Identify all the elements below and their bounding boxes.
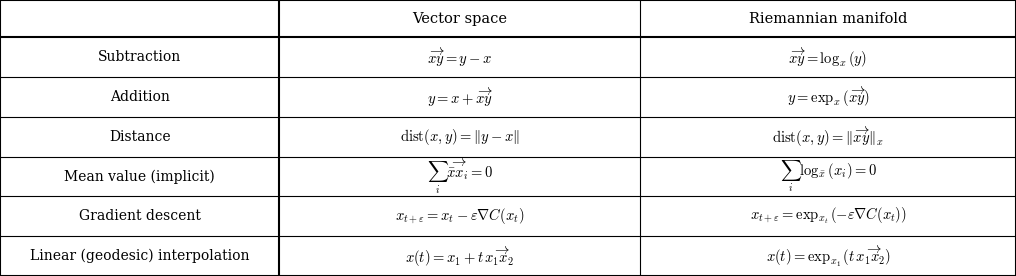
Text: $y = x + \overrightarrow{xy}$: $y = x + \overrightarrow{xy}$ <box>427 85 493 109</box>
Text: Vector space: Vector space <box>412 12 507 26</box>
Text: Distance: Distance <box>109 130 171 144</box>
Text: $\mathrm{dist}(x, y) = \|\overrightarrow{xy}\|_x$: $\mathrm{dist}(x, y) = \|\overrightarrow… <box>772 124 884 149</box>
Text: $x(t) = \exp_{x_1}(t\,\overrightarrow{x_1 x_2})$: $x(t) = \exp_{x_1}(t\,\overrightarrow{x_… <box>766 244 890 269</box>
Text: Linear (geodesic) interpolation: Linear (geodesic) interpolation <box>29 249 250 263</box>
Text: Riemannian manifold: Riemannian manifold <box>749 12 907 26</box>
Text: $\sum_i \log_{\bar{x}}(x_i) = 0$: $\sum_i \log_{\bar{x}}(x_i) = 0$ <box>779 159 877 194</box>
Text: Gradient descent: Gradient descent <box>79 209 200 223</box>
Text: Addition: Addition <box>110 90 170 104</box>
Text: $\mathrm{dist}(x, y) = \|y - x\|$: $\mathrm{dist}(x, y) = \|y - x\|$ <box>400 127 519 147</box>
Text: Subtraction: Subtraction <box>99 50 181 64</box>
Text: $\overrightarrow{xy} = \log_x(y)$: $\overrightarrow{xy} = \log_x(y)$ <box>788 45 868 70</box>
Text: Mean value (implicit): Mean value (implicit) <box>64 169 215 184</box>
Text: $x_{t+\varepsilon} = x_t - \varepsilon\nabla C(x_t)$: $x_{t+\varepsilon} = x_t - \varepsilon\n… <box>395 206 524 226</box>
Text: $y = \exp_x(\overrightarrow{xy})$: $y = \exp_x(\overrightarrow{xy})$ <box>786 84 870 109</box>
Text: $\sum_i \overrightarrow{\bar{x}x_i} = 0$: $\sum_i \overrightarrow{\bar{x}x_i} = 0$ <box>427 157 493 196</box>
Text: $x(t) = x_1 + t\,\overrightarrow{x_1 x_2}$: $x(t) = x_1 + t\,\overrightarrow{x_1 x_2… <box>405 244 514 269</box>
Text: $\overrightarrow{xy} = y - x$: $\overrightarrow{xy} = y - x$ <box>427 45 493 69</box>
Text: $x_{t+\varepsilon} = \exp_{x_t}(-\varepsilon\nabla C(x_t))$: $x_{t+\varepsilon} = \exp_{x_t}(-\vareps… <box>750 206 906 226</box>
